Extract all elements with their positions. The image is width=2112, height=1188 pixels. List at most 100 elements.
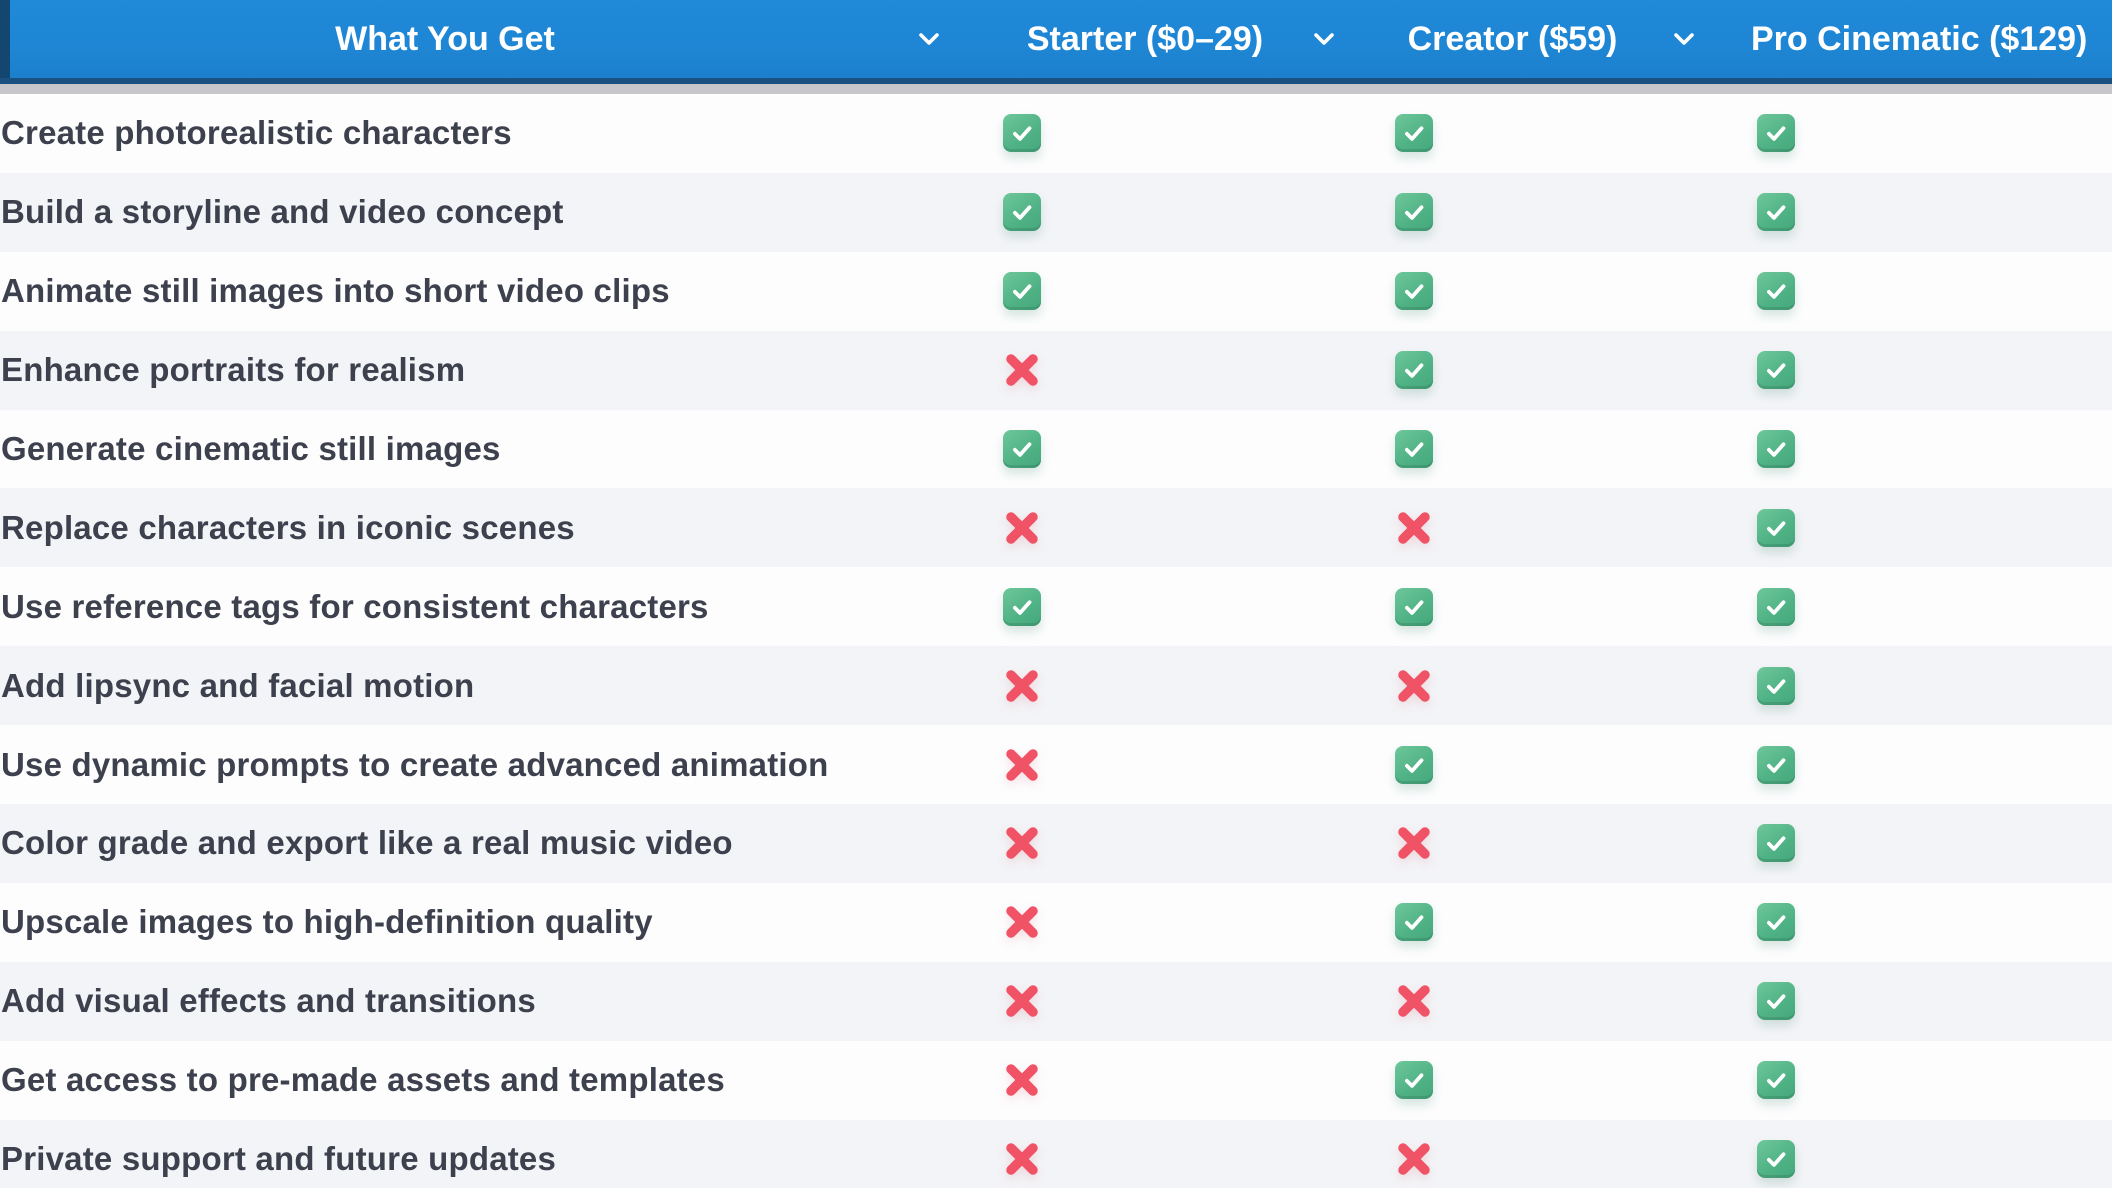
- check-icon: [1395, 272, 1433, 311]
- check-icon: [1395, 1061, 1433, 1100]
- table-header-row: What You Get Starter ($0–29) Creator ($5…: [0, 0, 2112, 78]
- feature-label: Build a storyline and video concept: [1, 193, 564, 231]
- starter-value-cell: [1000, 1120, 1044, 1188]
- check-icon: [1395, 430, 1433, 468]
- check-icon: [1757, 114, 1795, 153]
- table-row: Generate cinematic still images: [0, 409, 2112, 489]
- feature-column-header: What You Get: [0, 0, 890, 78]
- check-icon: [1003, 430, 1041, 468]
- check-icon: [1003, 272, 1041, 311]
- check-icon: [1757, 508, 1795, 547]
- starter-value-cell: [1000, 94, 1044, 173]
- check-icon: [1757, 351, 1795, 390]
- feature-label: Use reference tags for consistent charac…: [1, 587, 709, 625]
- pro-value-cell: [1754, 488, 1798, 567]
- starter-value-cell: [1000, 804, 1044, 883]
- table-row: Add visual effects and transitions: [0, 961, 2112, 1041]
- plan-header-pro-label: Pro Cinematic ($129): [1751, 20, 2088, 58]
- starter-value-cell: [1000, 1041, 1044, 1120]
- check-icon: [1757, 982, 1795, 1021]
- creator-value-cell: [1392, 331, 1436, 410]
- plan-header-starter-label: Starter ($0–29): [1026, 20, 1264, 58]
- table-row: Replace characters in iconic scenes: [0, 488, 2112, 568]
- plan-header-pro[interactable]: Pro Cinematic ($129): [1751, 0, 2087, 78]
- starter-value-cell: [1000, 567, 1044, 646]
- table-row: Build a storyline and video concept: [0, 172, 2112, 252]
- check-icon: [1757, 1140, 1795, 1179]
- check-icon: [1757, 824, 1795, 863]
- pro-value-cell: [1754, 725, 1798, 804]
- creator-value-cell: [1392, 252, 1436, 331]
- cross-icon: [1392, 506, 1436, 550]
- check-icon: [1757, 193, 1795, 232]
- pro-value-cell: [1754, 1041, 1798, 1120]
- check-icon: [1395, 351, 1433, 390]
- check-icon: [1395, 114, 1433, 153]
- feature-label: Private support and future updates: [1, 1140, 557, 1178]
- table-row: Get access to pre-made assets and templa…: [0, 1040, 2112, 1120]
- table-row: Color grade and export like a real music…: [0, 804, 2112, 883]
- pro-value-cell: [1754, 1120, 1798, 1188]
- starter-value-cell: [1000, 646, 1044, 725]
- starter-value-cell: [1000, 331, 1044, 410]
- feature-label: Create photorealistic characters: [1, 114, 512, 152]
- creator-value-cell: [1392, 1041, 1436, 1120]
- starter-value-cell: [1000, 410, 1044, 489]
- feature-label: Animate still images into short video cl…: [1, 272, 670, 310]
- feature-rows: Create photorealistic characters Build a…: [0, 94, 2112, 1188]
- check-icon: [1003, 587, 1041, 626]
- chevron-down-icon[interactable]: [1309, 24, 1339, 54]
- creator-value-cell: [1392, 410, 1436, 489]
- starter-value-cell: [1000, 883, 1044, 962]
- creator-value-cell: [1392, 173, 1436, 252]
- cross-icon: [1392, 1137, 1436, 1181]
- creator-value-cell: [1392, 94, 1436, 173]
- pro-value-cell: [1754, 646, 1798, 725]
- pro-value-cell: [1754, 252, 1798, 331]
- pro-value-cell: [1754, 804, 1798, 883]
- pro-value-cell: [1754, 331, 1798, 410]
- feature-label: Color grade and export like a real music…: [1, 824, 733, 862]
- cross-icon: [1392, 821, 1436, 865]
- feature-label: Enhance portraits for realism: [1, 351, 466, 389]
- cross-icon: [1000, 1137, 1044, 1181]
- cross-icon: [1392, 664, 1436, 708]
- plan-header-creator[interactable]: Creator ($59): [1390, 0, 1635, 78]
- check-icon: [1757, 430, 1795, 468]
- cross-icon: [1392, 979, 1436, 1023]
- cross-icon: [1000, 506, 1044, 550]
- check-icon: [1395, 745, 1433, 784]
- creator-value-cell: [1392, 883, 1436, 962]
- cross-icon: [1000, 664, 1044, 708]
- header-left-edge: [0, 0, 10, 78]
- table-row: Add lipsync and facial motion: [0, 646, 2112, 726]
- pro-value-cell: [1754, 962, 1798, 1041]
- chevron-down-icon[interactable]: [914, 24, 944, 54]
- feature-column-header-label: What You Get: [335, 20, 555, 58]
- pro-value-cell: [1754, 173, 1798, 252]
- chevron-down-icon[interactable]: [1669, 24, 1699, 54]
- pro-value-cell: [1754, 410, 1798, 489]
- creator-value-cell: [1392, 1120, 1436, 1188]
- check-icon: [1757, 666, 1795, 705]
- creator-value-cell: [1392, 646, 1436, 725]
- table-row: Create photorealistic characters: [0, 94, 2112, 173]
- table-row: Animate still images into short video cl…: [0, 251, 2112, 331]
- plan-header-starter[interactable]: Starter ($0–29): [1000, 0, 1290, 78]
- header-shadow: [0, 84, 2112, 94]
- creator-value-cell: [1392, 488, 1436, 567]
- check-icon: [1757, 272, 1795, 311]
- check-icon: [1395, 903, 1433, 942]
- table-row: Private support and future updates: [0, 1119, 2112, 1188]
- cross-icon: [1000, 743, 1044, 787]
- cross-icon: [1000, 821, 1044, 865]
- feature-label: Add lipsync and facial motion: [1, 666, 475, 704]
- starter-value-cell: [1000, 725, 1044, 804]
- starter-value-cell: [1000, 488, 1044, 567]
- creator-value-cell: [1392, 567, 1436, 646]
- table-row: Upscale images to high-definition qualit…: [0, 882, 2112, 962]
- feature-label: Replace characters in iconic scenes: [1, 508, 575, 546]
- feature-label: Upscale images to high-definition qualit…: [1, 903, 653, 941]
- table-row: Use dynamic prompts to create advanced a…: [0, 725, 2112, 805]
